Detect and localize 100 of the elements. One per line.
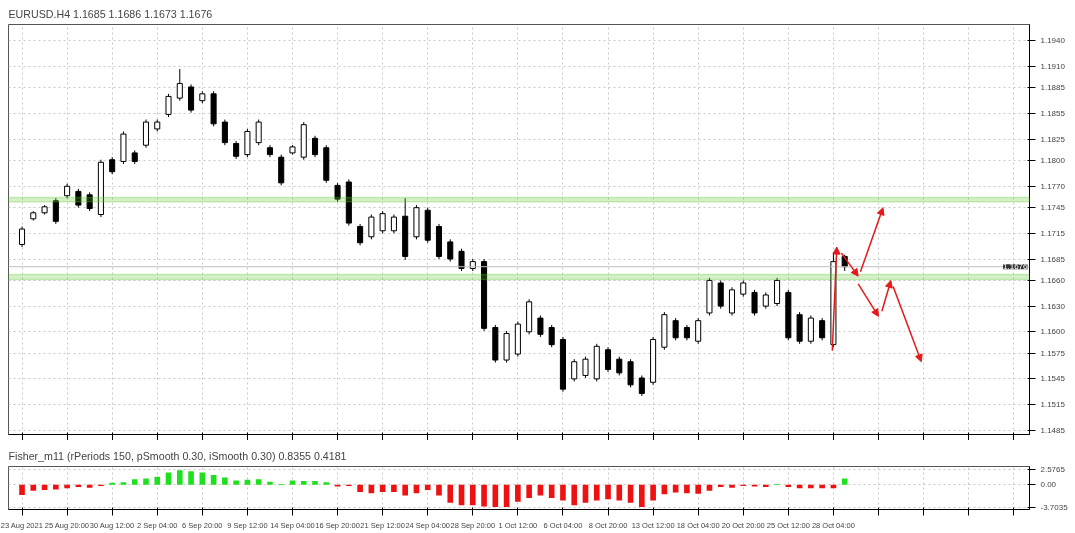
bar <box>289 480 296 485</box>
y-tick-label: 1.1800 <box>1040 156 1066 166</box>
candlestick <box>379 210 386 234</box>
candlestick <box>52 197 59 225</box>
bar <box>605 484 611 500</box>
bar <box>469 484 476 506</box>
y-tick-label: 1.1770 <box>1040 181 1066 191</box>
candlestick <box>390 214 397 234</box>
candlestick <box>334 182 341 203</box>
bar <box>222 477 228 485</box>
candlestick <box>188 83 195 114</box>
bar <box>120 482 127 485</box>
y-tick-label: 1.1630 <box>1040 301 1066 311</box>
candlestick <box>717 279 724 310</box>
y-tick-label: 2.5765 <box>1040 464 1066 474</box>
bar <box>30 484 37 491</box>
bar <box>447 484 454 503</box>
candlestick <box>311 135 319 158</box>
candlestick <box>604 346 612 373</box>
candlestick <box>176 68 183 102</box>
bar <box>526 484 532 498</box>
bar <box>684 484 690 494</box>
y-tick-label: 1.1685 <box>1040 254 1066 264</box>
chart-title: EURUSD.H4 1.1685 1.1686 1.1673 1.1676 <box>8 7 213 20</box>
bar <box>593 484 600 501</box>
candlestick <box>819 317 826 341</box>
candlestick <box>165 93 172 118</box>
candlestick <box>18 226 26 248</box>
bar <box>436 484 442 496</box>
candlestick <box>458 248 465 272</box>
y-tick-label: 1.1545 <box>1040 374 1066 384</box>
candlestick <box>447 238 454 263</box>
candlestick <box>571 358 578 382</box>
candlestick <box>638 374 645 397</box>
bar <box>537 484 544 496</box>
y-tick-label: 1.1600 <box>1040 327 1066 337</box>
y-tick-label: -3.7035 <box>1040 502 1069 512</box>
y-tick-label: 0.00 <box>1040 480 1057 490</box>
bar <box>639 484 645 508</box>
bar <box>53 484 59 490</box>
bar <box>19 484 25 495</box>
bar <box>154 476 161 485</box>
chart-title: Fisher_m11 (rPeriods 150, pSmooth 0.30, iSmooth 0.30) 0.8355 0.4181 <box>8 449 347 462</box>
bar <box>571 484 578 506</box>
ref-line-label: 1.1676 <box>1003 262 1029 272</box>
y-tick-label: 1.1855 <box>1040 109 1066 119</box>
y-tick-label: 1.1515 <box>1040 400 1066 410</box>
bar <box>672 484 679 493</box>
bar <box>300 481 307 485</box>
bar <box>402 484 408 496</box>
bar <box>188 471 194 485</box>
bar <box>131 479 138 485</box>
candlestick <box>537 315 544 338</box>
bar <box>841 478 848 485</box>
candlestick <box>582 356 589 379</box>
bar <box>233 480 239 485</box>
bar <box>729 484 735 488</box>
candlestick <box>548 324 555 348</box>
candlestick <box>627 358 634 388</box>
candlestick <box>142 119 150 149</box>
bar <box>312 481 318 485</box>
candlestick <box>728 286 736 317</box>
bar <box>481 484 487 507</box>
bar <box>176 470 183 485</box>
candlestick <box>616 356 623 376</box>
bar <box>210 474 217 485</box>
bar <box>808 484 814 489</box>
y-tick-label: 1.1715 <box>1040 228 1066 238</box>
bar <box>391 484 397 492</box>
bar <box>255 479 262 485</box>
bar <box>650 484 656 501</box>
candlestick <box>695 317 702 345</box>
bar <box>357 484 363 492</box>
bar <box>64 484 70 489</box>
candlestick <box>368 214 375 240</box>
bar <box>323 482 330 485</box>
bar <box>560 484 566 501</box>
bar <box>143 478 149 485</box>
bar <box>616 484 623 501</box>
y-tick-label: 1.1660 <box>1040 275 1066 285</box>
candlestick <box>357 223 364 246</box>
candlestick <box>751 289 758 317</box>
bar <box>819 484 825 489</box>
candlestick <box>86 191 93 212</box>
y-tick-label: 1.1485 <box>1040 425 1066 435</box>
y-tick-label: 1.1745 <box>1040 203 1066 213</box>
candlestick <box>672 317 679 341</box>
bar <box>695 484 701 494</box>
candlestick <box>774 277 781 307</box>
bar <box>515 484 521 502</box>
candlestick <box>221 119 228 146</box>
candlestick <box>807 315 814 345</box>
bar <box>267 481 273 485</box>
candlestick <box>75 188 82 209</box>
y-tick-label: 1.1575 <box>1040 348 1066 358</box>
bar <box>424 484 431 491</box>
y-tick-label: 1.1885 <box>1040 83 1066 93</box>
bar <box>244 479 251 485</box>
y-tick-label: 1.1910 <box>1040 61 1066 71</box>
y-tick-label: 1.1825 <box>1040 134 1066 144</box>
